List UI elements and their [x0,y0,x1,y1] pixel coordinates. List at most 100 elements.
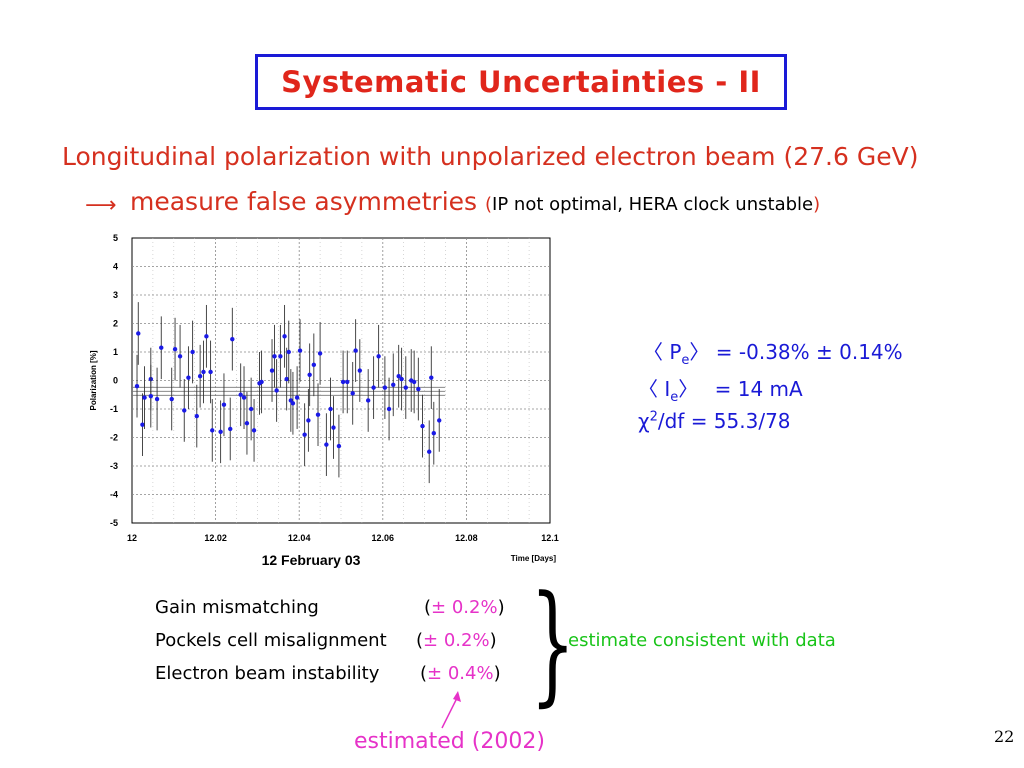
data-point [315,412,321,417]
data-point [382,385,388,390]
data-point [290,401,296,406]
data-point [238,392,243,397]
y-tick-label: 4 [113,262,118,272]
data-point [251,428,257,433]
data-point [420,423,425,429]
y-axis-label: Polarization [%] [89,350,98,410]
y-tick-label: 5 [113,233,118,243]
data-point [218,429,223,434]
data-point [259,379,264,385]
ie-label: 〈 Ie〉 [638,377,699,405]
data-point [306,418,311,423]
data-point [134,384,140,389]
ie-value: = 14 mA [714,377,803,401]
x-tick-label: 12.08 [455,533,478,543]
data-point [230,336,235,342]
data-point [272,354,277,359]
data-point [365,398,371,403]
data-point [201,369,206,375]
data-point [278,354,283,359]
x-tick-label: 12.06 [372,533,395,543]
data-point [437,418,442,423]
y-tick-label: 0 [113,376,118,386]
x-tick-label: 12.04 [288,533,311,543]
data-point [197,374,203,379]
polarization-chart: 12 12.02 12.04 12.06 12.08 12.1 5 4 3 2 1 0 -1 -2 -3 -4… [89,233,559,568]
y-tick-label: -2 [110,433,118,443]
x-tick-label: 12 [127,533,137,543]
data-point [391,382,396,387]
asymmetry-line: measure false asymmetries (IP not optima… [130,187,820,216]
y-tick-label: -3 [110,461,118,471]
ie-row: 〈 Ie〉 = 14 mA [638,373,803,405]
data-point [350,391,355,396]
x-axis-label: Time [Days] [511,554,557,563]
data-point [376,354,381,359]
data-point [177,354,183,359]
data-point [284,376,289,382]
data-point [336,443,342,449]
data-point [269,368,275,373]
chi-value: = 55.3/78 [690,409,791,433]
estimated-note: estimated (2002) [354,729,545,754]
title-box: Systematic Uncertainties - II [255,54,787,110]
data-point [172,346,178,352]
asymmetry-text: measure false asymmetries [130,187,478,216]
data-point [411,379,417,385]
pe-label: 〈 Pe〉 [643,340,710,368]
data-point [416,386,421,392]
data-point [221,402,227,407]
data-point [324,442,329,447]
data-point [169,396,174,402]
right-brace-icon: } [530,567,576,719]
data-point [204,334,209,339]
data-point [228,426,233,432]
data-point [248,406,254,412]
y-tick-label: -1 [110,404,118,414]
data-point [429,375,434,380]
chi-label: χ2/df [638,409,685,433]
data-point [186,375,191,380]
data-point [317,351,323,356]
data-point [328,406,333,412]
data-point [294,395,300,400]
data-point [190,349,195,355]
data-point [140,422,145,427]
data-point [244,421,250,426]
data-point [282,334,287,339]
y-tick-label: 2 [113,319,118,329]
data-point [396,374,401,379]
data-point [136,331,141,336]
data-point [307,372,312,377]
consistent-note: estimate consistent with data [568,630,836,651]
data-point [297,348,303,353]
data-point [154,396,160,402]
data-point [353,348,358,353]
data-point [194,413,199,419]
subtitle: Longitudinal polarization with unpolariz… [62,142,919,171]
sys-label-0: Gain mismatching [155,597,319,618]
pointer-arrow-icon [441,691,461,729]
data-point [302,432,307,437]
open-paren: ( [485,194,493,215]
data-point [403,385,408,390]
x-tick-label: 12.1 [541,533,559,543]
asymmetry-note: IP not optimal, HERA clock unstable [492,194,814,215]
page-number: 22 [994,727,1015,746]
data-point [340,379,346,385]
pe-row: 〈 Pe〉 = -0.38% ± 0.14% [643,336,903,368]
data-point [399,376,404,382]
sys-value-0: (± 0.2%) [424,597,505,618]
data-point [241,395,247,400]
y-tick-label: 3 [113,290,118,300]
sys-value-1: (± 0.2%) [416,630,497,651]
sys-label-2: Electron beam instability [155,663,380,684]
x-tick-label: 12.02 [204,533,227,543]
sys-label-1: Pockels cell misalignment [155,630,387,651]
data-point [274,388,279,393]
data-point [371,385,376,390]
chi-row: χ2/df = 55.3/78 [638,409,791,433]
sys-value-2: (± 0.4%) [420,663,501,684]
data-point [210,428,215,433]
data-point [142,395,147,400]
